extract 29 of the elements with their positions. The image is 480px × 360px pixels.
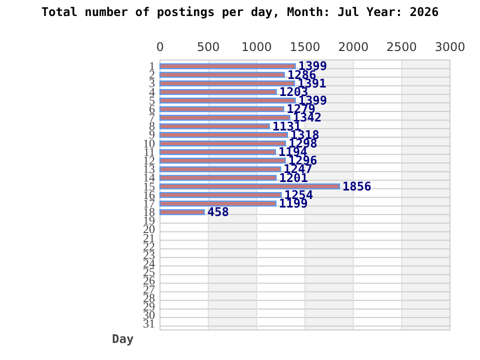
bar: [159, 89, 277, 95]
data-label: 1856: [342, 179, 372, 194]
bar: [159, 132, 288, 138]
y-axis-title: Day: [112, 332, 134, 346]
x-tick-label: 2000: [338, 40, 369, 54]
bar: [159, 158, 286, 164]
bar: [159, 72, 285, 78]
chart-title: Total number of postings per day, Month: Jul Year: 2026: [41, 5, 439, 19]
bar: [159, 200, 277, 207]
x-tick-label: 2500: [386, 40, 417, 54]
x-tick-label: 1000: [241, 40, 272, 54]
bar: [159, 114, 290, 121]
bar: [159, 192, 282, 198]
bar: [159, 209, 205, 216]
bar: [159, 166, 282, 172]
bar: [159, 98, 296, 104]
x-tick-label: 3000: [434, 40, 466, 54]
x-tick-label: 0: [156, 40, 164, 54]
bar: [159, 106, 284, 112]
bar: [159, 149, 276, 156]
x-tick-label: 1500: [290, 40, 320, 54]
bar: [159, 80, 296, 86]
bar: [159, 123, 270, 130]
bar: [159, 140, 286, 146]
bar: [159, 174, 277, 181]
data-label: 458: [207, 205, 229, 220]
bar: [159, 63, 296, 70]
bar: [159, 183, 340, 190]
x-tick-label: 500: [196, 40, 220, 54]
